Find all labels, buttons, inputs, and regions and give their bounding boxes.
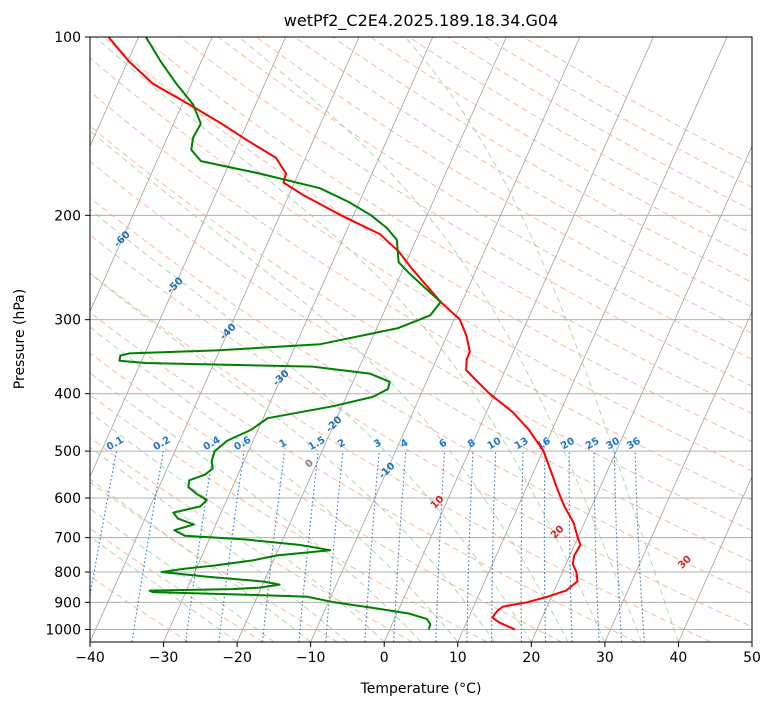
y-tick-label: 100 — [54, 30, 81, 46]
y-tick-label: 600 — [54, 491, 81, 507]
x-tick-label: 50 — [743, 650, 761, 666]
x-tick-label: −40 — [75, 650, 105, 666]
y-tick-label: 700 — [54, 531, 81, 547]
chart-title: wetPf2_C2E4.2025.189.18.34.G04 — [284, 11, 558, 31]
x-tick-label: 40 — [670, 650, 688, 666]
y-axis-label: Pressure (hPa) — [12, 289, 28, 389]
x-tick-label: 20 — [522, 650, 540, 666]
y-tick-label: 500 — [54, 444, 81, 460]
x-tick-label: −20 — [222, 650, 252, 666]
y-tick-label: 1000 — [45, 622, 81, 638]
y-tick-label: 800 — [54, 565, 81, 581]
x-tick-label: 0 — [380, 650, 389, 666]
x-tick-label: 30 — [596, 650, 614, 666]
y-tick-label: 900 — [54, 595, 81, 611]
x-axis-label: Temperature (°C) — [360, 681, 482, 697]
y-tick-label: 300 — [54, 313, 81, 329]
x-tick-label: −10 — [296, 650, 326, 666]
y-tick-label: 400 — [54, 387, 81, 403]
x-tick-label: −30 — [149, 650, 179, 666]
y-tick-label: 200 — [54, 208, 81, 224]
x-tick-label: 10 — [449, 650, 467, 666]
